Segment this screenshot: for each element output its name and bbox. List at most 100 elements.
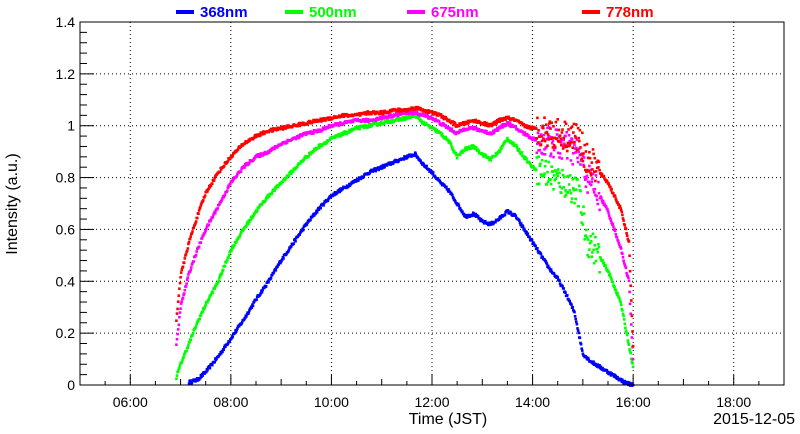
data-point [185, 278, 189, 281]
data-point [522, 155, 525, 158]
data-point [564, 122, 568, 125]
data-point [252, 300, 256, 303]
data-point [277, 263, 280, 266]
data-point [409, 116, 412, 120]
legend-label: 675nm [431, 4, 479, 21]
data-point [181, 359, 184, 362]
data-point [303, 131, 307, 135]
data-point [255, 298, 258, 301]
data-point [598, 168, 601, 172]
data-point [622, 314, 625, 318]
data-point [324, 118, 328, 122]
data-point [577, 136, 580, 140]
data-point [574, 197, 577, 201]
data-point [604, 267, 608, 270]
data-point [574, 136, 577, 139]
data-point [546, 264, 550, 268]
data-point [549, 182, 553, 186]
data-point [610, 278, 613, 281]
data-point [537, 128, 540, 132]
data-point [561, 168, 564, 172]
data-point [491, 123, 495, 126]
y-tick-label: 0.4 [56, 273, 76, 289]
data-point [381, 166, 384, 170]
data-point [621, 312, 625, 316]
data-point [285, 141, 289, 144]
data-point [592, 261, 596, 265]
data-point [431, 172, 434, 176]
data-point [543, 164, 547, 168]
data-point [260, 291, 264, 294]
data-point [506, 209, 510, 212]
data-point [522, 227, 526, 231]
data-point [558, 185, 562, 188]
data-point [558, 134, 562, 137]
axis-ticks: 06:00 08:00 10:00 12:00 14:00 16:00 18:00 0 0.2 0… [56, 14, 785, 410]
data-point [186, 346, 190, 350]
data-point [629, 312, 632, 316]
data-point [229, 157, 232, 160]
data-point [266, 196, 269, 200]
data-point [557, 181, 561, 185]
data-point [493, 123, 497, 126]
data-point [182, 293, 185, 297]
data-point [564, 189, 567, 192]
data-point [558, 282, 562, 285]
data-point [570, 140, 573, 144]
data-point [556, 118, 559, 121]
data-point [561, 144, 565, 147]
data-point [202, 234, 205, 238]
data-point [451, 148, 455, 151]
data-point [597, 191, 601, 195]
data-point [374, 119, 377, 122]
data-point [583, 175, 586, 179]
data-point [270, 273, 274, 277]
data-point [182, 355, 185, 359]
data-point [548, 266, 551, 270]
data-point [416, 106, 420, 109]
data-point [587, 255, 591, 259]
data-point [534, 127, 538, 130]
data-point [628, 348, 631, 351]
data-point [581, 223, 585, 226]
data-point [206, 301, 209, 304]
data-point [358, 114, 362, 117]
data-point [552, 125, 555, 128]
data-point [585, 142, 589, 146]
data-point [430, 110, 434, 113]
data-point [588, 164, 591, 168]
data-point [631, 365, 635, 369]
data-point [437, 120, 441, 123]
data-point [519, 152, 523, 156]
data-point [594, 362, 597, 366]
data-point [512, 141, 515, 144]
data-point [231, 179, 234, 182]
data-point [467, 213, 470, 217]
data-point [250, 306, 254, 309]
data-point [591, 177, 594, 180]
data-point [542, 126, 545, 130]
data-point [543, 148, 546, 151]
data-point [234, 241, 238, 244]
data-point [429, 169, 433, 172]
data-point [564, 134, 567, 138]
data-point [261, 132, 264, 136]
data-point [541, 255, 544, 259]
data-point [572, 131, 575, 134]
data-point [410, 155, 413, 158]
data-point [536, 141, 540, 144]
data-point [288, 246, 292, 250]
data-point [515, 144, 518, 147]
data-point [619, 206, 622, 210]
data-point [570, 197, 574, 200]
data-point [226, 342, 230, 346]
data-point [620, 307, 624, 311]
data-point [176, 369, 180, 373]
data-point [213, 360, 216, 364]
data-point [282, 257, 285, 260]
data-point [452, 129, 455, 133]
data-point [541, 124, 544, 128]
data-point [617, 241, 621, 245]
data-point [205, 227, 208, 231]
data-point [590, 255, 594, 258]
